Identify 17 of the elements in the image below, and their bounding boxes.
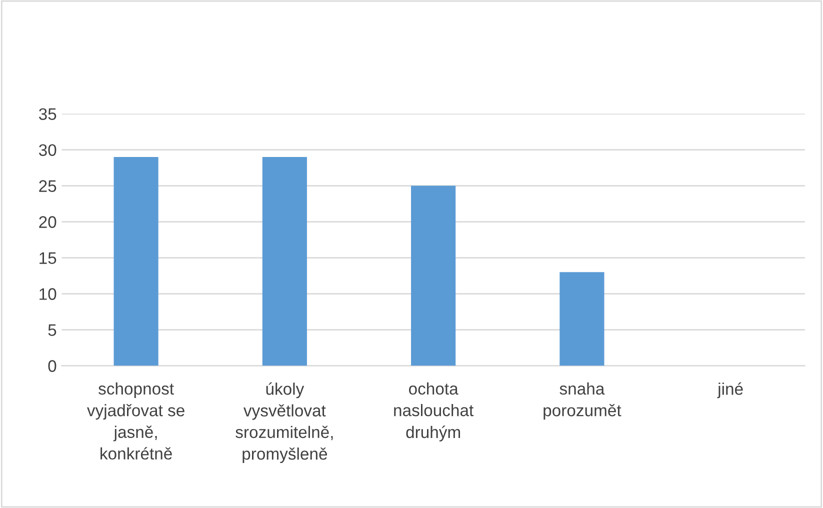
y-tick-label: 5 — [48, 324, 56, 336]
x-tick-label: snaha porozumět — [544, 382, 622, 420]
x-tick-label: ochota naslouchat druhým — [394, 382, 474, 442]
x-tick-label: schopnost vyjadřovat se jasně, konkrétně — [87, 382, 184, 460]
y-tick-label: 15 — [40, 252, 56, 264]
y-tick-label: 35 — [38, 108, 56, 120]
x-tick-label: jiné — [717, 382, 743, 398]
y-tick-label: 25 — [39, 180, 56, 192]
bar — [114, 156, 158, 366]
bar — [560, 272, 604, 366]
x-tick-label: úkoly vysvětlovat srozumitelně, promyšleně — [236, 382, 333, 464]
bar — [262, 156, 307, 366]
y-tick-label: 10 — [40, 288, 56, 300]
bar — [411, 186, 456, 366]
y-tick-label: 0 — [48, 360, 56, 372]
y-tick-label: 20 — [39, 216, 56, 228]
y-tick-label: 30 — [38, 144, 56, 156]
